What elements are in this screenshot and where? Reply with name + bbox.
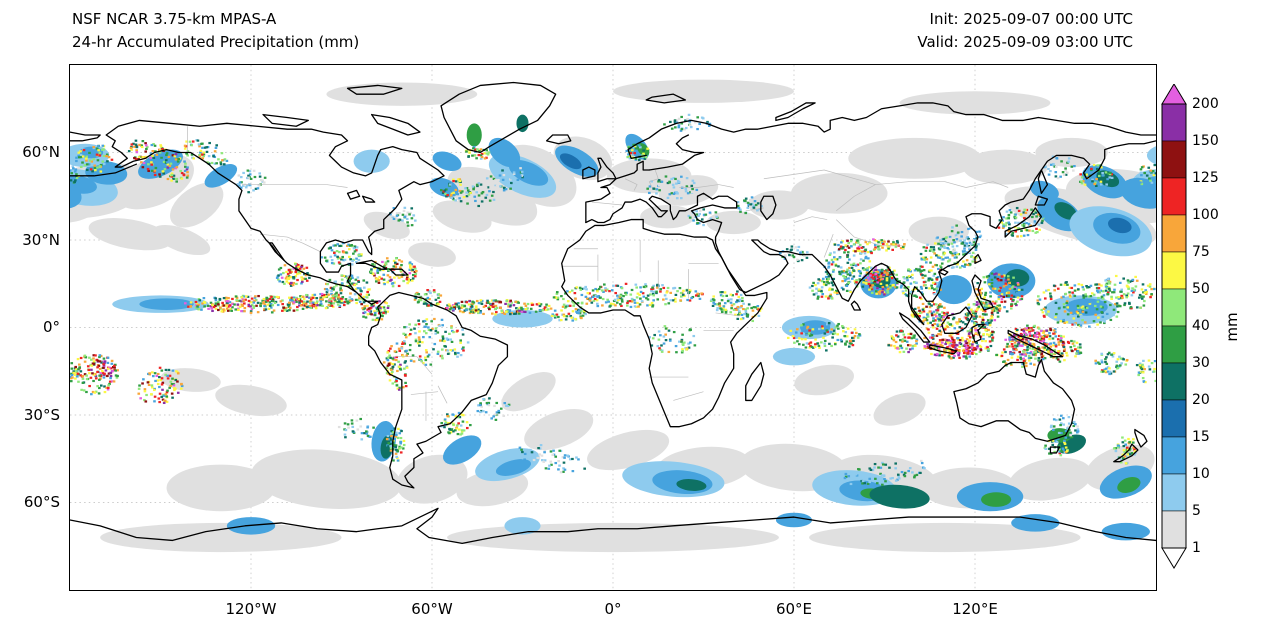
lon-tick-120w: 120°W (225, 600, 277, 618)
cb-tick-20: 20 (1192, 392, 1210, 408)
lon-tick-120e: 120°E (952, 600, 998, 618)
cb-tick-30: 30 (1192, 355, 1210, 371)
cb-tick-150: 150 (1192, 133, 1219, 149)
cb-tick-10: 10 (1192, 466, 1210, 482)
cb-tick-5: 5 (1192, 503, 1201, 519)
lat-tick-30n: 30°N (22, 231, 60, 249)
cb-tick-15: 15 (1192, 429, 1210, 445)
colorbar (1160, 83, 1250, 588)
lat-tick-30s: 30°S (23, 406, 60, 424)
precipitation-map-canvas (70, 65, 1156, 590)
cb-tick-50: 50 (1192, 281, 1210, 297)
cb-tick-100: 100 (1192, 207, 1219, 223)
lat-tick-0: 0° (42, 318, 60, 336)
lat-tick-60n: 60°N (22, 143, 60, 161)
cb-tick-1: 1 (1192, 540, 1201, 556)
figure-timestamps: Init: 2025-09-07 00:00 UTC Valid: 2025-0… (917, 8, 1133, 53)
title-line-1: NSF NCAR 3.75-km MPAS-A (72, 10, 277, 28)
cb-tick-125: 125 (1192, 170, 1219, 186)
world-map (69, 64, 1157, 591)
cb-tick-75: 75 (1192, 244, 1210, 260)
lon-tick-60w: 60°W (411, 600, 453, 618)
lon-tick-0: 0° (604, 600, 622, 618)
lon-tick-60e: 60°E (775, 600, 813, 618)
init-time: Init: 2025-09-07 00:00 UTC (929, 10, 1133, 28)
cb-tick-40: 40 (1192, 318, 1210, 334)
title-line-2: 24-hr Accumulated Precipitation (mm) (72, 32, 360, 51)
lat-tick-60s: 60°S (23, 493, 60, 511)
colorbar-unit-label: mm (1223, 312, 1241, 342)
cb-tick-200: 200 (1192, 96, 1219, 112)
figure-title: NSF NCAR 3.75-km MPAS-A 24-hr Accumulate… (72, 8, 359, 53)
valid-time: Valid: 2025-09-09 03:00 UTC (917, 32, 1133, 51)
